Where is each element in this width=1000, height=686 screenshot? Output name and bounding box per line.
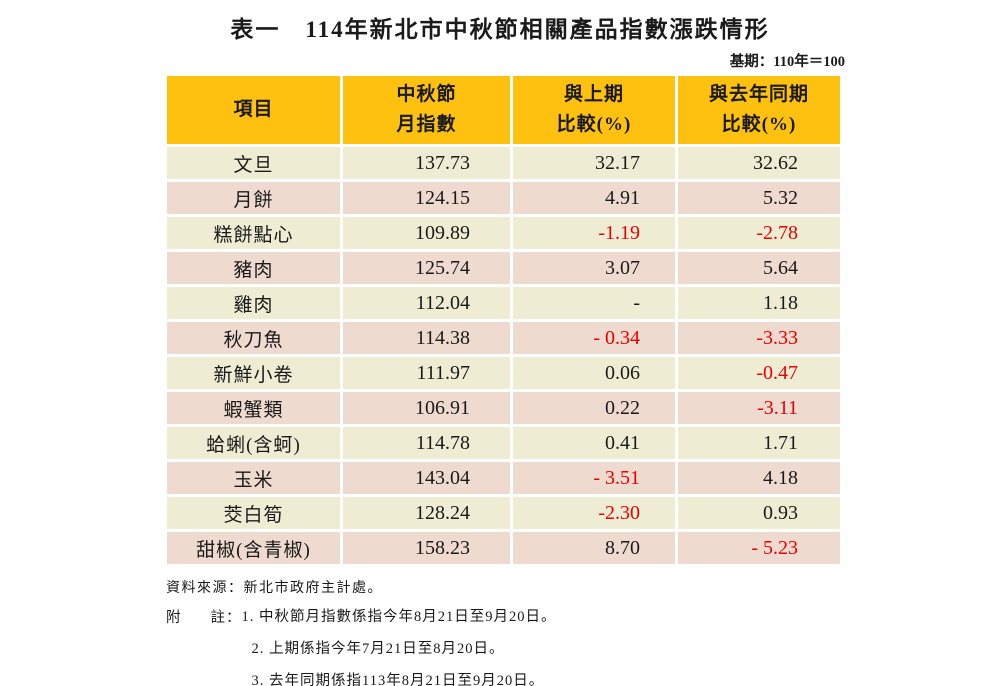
vs-prev-value: - 3.51: [513, 462, 675, 494]
note-line-3: 3. 去年同期係指113年8月21日至9月20日。: [251, 673, 545, 686]
col-header-item: 項目: [167, 76, 340, 144]
price-index-table: 項目 中秋節 月指數 與上期 比較(%) 與去年同期 比較(%) 文: [164, 73, 843, 567]
vs-last-year-value: 1.18: [678, 287, 840, 319]
note-line-2: 2. 上期係指今年7月21日至8月20日。: [251, 641, 505, 657]
vs-last-year-value: 32.62: [678, 147, 840, 179]
note-label-2: 註：: [210, 610, 242, 626]
vs-prev-value: 0.41: [513, 427, 675, 459]
base-period-note: 基期：110年＝100: [729, 54, 845, 70]
vs-prev-value: 8.70: [513, 532, 675, 564]
item-name: 糕餅點心: [167, 217, 340, 249]
vs-last-year-value: -3.11: [678, 392, 840, 424]
data-source: 資料來源：新北市政府主計處。: [166, 581, 383, 596]
notes-list: 1. 中秋節月指數係指今年8月21日至9月20日。 2. 上期係指今年7月21日…: [242, 606, 557, 686]
index-value: 124.15: [343, 182, 510, 214]
table-row: 玉米 143.04 - 3.51 4.18: [167, 462, 840, 494]
table-row: 豬肉 125.74 3.07 5.64: [167, 252, 840, 284]
index-value: 125.74: [343, 252, 510, 284]
col-header-vs-prev: 與上期 比較(%): [513, 76, 675, 144]
vs-prev-value: 4.91: [513, 182, 675, 214]
vs-prev-value: -: [513, 287, 675, 319]
header-line: 與上期: [563, 84, 624, 105]
vs-prev-value: -2.30: [513, 497, 675, 529]
vs-last-year-value: 1.71: [678, 427, 840, 459]
index-value: 111.97: [343, 357, 510, 389]
table-row: 新鮮小卷 111.97 0.06 -0.47: [167, 357, 840, 389]
table-row: 蛤蜊(含蚵) 114.78 0.41 1.71: [167, 427, 840, 459]
vs-last-year-value: 0.93: [678, 497, 840, 529]
vs-prev-value: 3.07: [513, 252, 675, 284]
item-name: 月餅: [167, 182, 340, 214]
index-value: 112.04: [343, 287, 510, 319]
vs-prev-value: 32.17: [513, 147, 675, 179]
item-name: 甜椒(含青椒): [167, 532, 340, 564]
header-line: 中秋節: [396, 84, 457, 105]
item-name: 新鮮小卷: [167, 357, 340, 389]
item-name: 豬肉: [167, 252, 340, 284]
table-row: 文旦 137.73 32.17 32.62: [167, 147, 840, 179]
item-name: 雞肉: [167, 287, 340, 319]
table-title: 表一 114年新北市中秋節相關產品指數漲跌情形: [230, 17, 770, 42]
header-line: 與去年同期: [708, 84, 809, 105]
item-name: 蛤蜊(含蚵): [167, 427, 340, 459]
vs-prev-value: - 0.34: [513, 322, 675, 354]
notes-block: 附 註： 1. 中秋節月指數係指今年8月21日至9月20日。 2. 上期係指今年…: [166, 606, 1000, 686]
header-row: 項目 中秋節 月指數 與上期 比較(%) 與去年同期 比較(%): [167, 76, 840, 144]
table-row: 糕餅點心 109.89 -1.19 -2.78: [167, 217, 840, 249]
header-line: 月指數: [396, 114, 457, 135]
table-row: 蝦蟹類 106.91 0.22 -3.11: [167, 392, 840, 424]
note-line-1: 1. 中秋節月指數係指今年8月21日至9月20日。: [241, 609, 557, 625]
index-value: 114.38: [343, 322, 510, 354]
item-name: 茭白筍: [167, 497, 340, 529]
vs-last-year-value: 5.64: [678, 252, 840, 284]
index-value: 106.91: [343, 392, 510, 424]
vs-last-year-value: 4.18: [678, 462, 840, 494]
note-label: 附: [166, 610, 182, 626]
table-row: 甜椒(含青椒) 158.23 8.70 - 5.23: [167, 532, 840, 564]
header-line: 比較(%): [721, 114, 797, 135]
vs-prev-value: 0.06: [513, 357, 675, 389]
vs-prev-value: -1.19: [513, 217, 675, 249]
vs-prev-value: 0.22: [513, 392, 675, 424]
index-value: 128.24: [343, 497, 510, 529]
table-row: 茭白筍 128.24 -2.30 0.93: [167, 497, 840, 529]
index-value: 143.04: [343, 462, 510, 494]
col-header-index: 中秋節 月指數: [343, 76, 510, 144]
vs-last-year-value: -2.78: [678, 217, 840, 249]
col-header-vs-last-year: 與去年同期 比較(%): [678, 76, 840, 144]
index-value: 137.73: [343, 147, 510, 179]
item-name: 文旦: [167, 147, 340, 179]
table-row: 秋刀魚 114.38 - 0.34 -3.33: [167, 322, 840, 354]
vs-last-year-value: -0.47: [678, 357, 840, 389]
header-line: 項目: [233, 99, 274, 120]
table-row: 月餅 124.15 4.91 5.32: [167, 182, 840, 214]
table-row: 雞肉 112.04 - 1.18: [167, 287, 840, 319]
vs-last-year-value: -3.33: [678, 322, 840, 354]
item-name: 玉米: [167, 462, 340, 494]
index-value: 158.23: [343, 532, 510, 564]
item-name: 秋刀魚: [167, 322, 340, 354]
vs-last-year-value: - 5.23: [678, 532, 840, 564]
header-line: 比較(%): [556, 114, 632, 135]
vs-last-year-value: 5.32: [678, 182, 840, 214]
item-name: 蝦蟹類: [167, 392, 340, 424]
index-value: 114.78: [343, 427, 510, 459]
index-value: 109.89: [343, 217, 510, 249]
